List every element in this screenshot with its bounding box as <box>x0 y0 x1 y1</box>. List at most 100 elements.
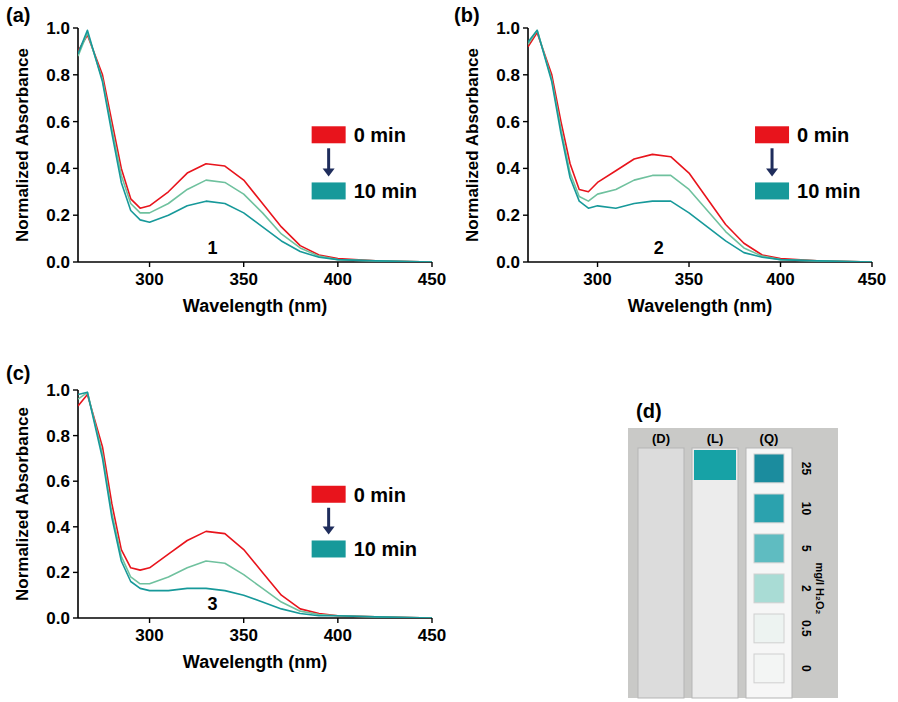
color-pad <box>754 574 784 603</box>
legend-arrow <box>327 508 330 529</box>
y-tick <box>523 121 528 122</box>
y-tick-label: 0.4 <box>496 159 520 178</box>
color-pad <box>754 654 784 683</box>
y-tick <box>523 74 528 75</box>
x-axis-title: Wavelength (nm) <box>628 296 772 316</box>
legend-arrow <box>327 148 330 170</box>
y-axis-title: Normalized Absorbance <box>13 48 32 242</box>
pad-label: 0.5 <box>799 620 813 637</box>
x-tick <box>431 262 432 267</box>
series-line <box>528 30 872 262</box>
y-tick <box>73 389 78 390</box>
x-tick <box>780 262 781 267</box>
panel-letter: (a) <box>6 4 30 26</box>
legend-arrow-head <box>766 168 778 176</box>
pad-label: 5 <box>799 545 813 552</box>
x-tick <box>431 618 432 623</box>
y-tick <box>73 481 78 482</box>
x-tick <box>149 618 150 623</box>
legend-swatch <box>312 486 346 503</box>
y-tick-label: 0.4 <box>46 518 70 537</box>
y-tick-label: 0.4 <box>46 159 70 178</box>
legend-label: 10 min <box>354 538 417 560</box>
annotation: 2 <box>654 238 664 258</box>
y-tick-label: 0.6 <box>46 113 70 132</box>
y-tick-label: 0.0 <box>46 609 70 628</box>
x-tick <box>149 262 150 267</box>
y-tick <box>73 214 78 215</box>
panel-letter: (b) <box>454 4 480 26</box>
annotation: 1 <box>208 238 218 258</box>
x-tick-label: 350 <box>230 270 258 289</box>
y-tick <box>523 214 528 215</box>
legend-arrow <box>771 148 774 170</box>
plot-area <box>528 30 872 262</box>
plot-area <box>78 30 432 262</box>
x-tick-label: 300 <box>135 270 163 289</box>
photo-panel: (d)(D)(L)(Q)251052mg/l H₂O₂0.50 <box>628 400 838 698</box>
y-axis-title: Normalized Absorbance <box>463 48 482 242</box>
legend-swatch <box>755 182 789 199</box>
series-line <box>78 392 432 618</box>
x-tick-label: 450 <box>418 626 446 645</box>
legend-label: 0 min <box>354 484 406 506</box>
x-tick-label: 400 <box>324 270 352 289</box>
y-tick-label: 0.2 <box>46 563 70 582</box>
series-line <box>78 35 432 262</box>
y-axis <box>77 28 79 262</box>
y-tick <box>73 121 78 122</box>
y-tick-label: 0.6 <box>46 472 70 491</box>
y-tick-label: 0.8 <box>496 66 520 85</box>
strip-label: (L) <box>707 431 724 446</box>
y-tick-label: 0.2 <box>46 206 70 225</box>
y-tick <box>73 617 78 618</box>
x-tick-label: 450 <box>418 270 446 289</box>
x-tick-label: 400 <box>324 626 352 645</box>
legend-arrow-head <box>323 526 335 534</box>
x-tick-label: 350 <box>675 270 703 289</box>
x-tick-label: 400 <box>766 270 794 289</box>
pad-label: 2 <box>799 585 813 592</box>
legend-arrow-head <box>323 168 335 176</box>
panel: (c)3003504004500.00.20.40.60.81.0Wavelen… <box>6 362 446 672</box>
x-tick <box>871 262 872 267</box>
color-pad <box>754 534 784 563</box>
pad-label: 25 <box>799 462 813 476</box>
y-tick <box>73 261 78 262</box>
y-tick-label: 1.0 <box>46 19 70 38</box>
color-pad <box>754 494 784 523</box>
series-line <box>78 392 432 618</box>
x-tick-label: 350 <box>230 626 258 645</box>
x-tick-label: 450 <box>858 270 886 289</box>
y-tick-label: 0.6 <box>496 113 520 132</box>
legend-swatch <box>755 126 789 143</box>
series-line <box>528 33 872 262</box>
panel: (b)3003504004500.00.20.40.60.81.0Wavelen… <box>454 4 886 316</box>
x-tick <box>243 618 244 623</box>
legend-label: 0 min <box>797 124 849 146</box>
y-tick-label: 0.8 <box>46 66 70 85</box>
panel-letter: (d) <box>636 400 662 422</box>
panel-letter: (c) <box>6 362 30 384</box>
color-pad <box>754 614 784 643</box>
photo-background <box>628 428 838 698</box>
y-axis <box>77 390 79 618</box>
y-tick <box>523 27 528 28</box>
y-tick-label: 0.2 <box>496 206 520 225</box>
y-tick <box>73 572 78 573</box>
x-tick-label: 300 <box>583 270 611 289</box>
legend-label: 0 min <box>354 124 406 146</box>
plot-area <box>78 392 432 618</box>
test-strip <box>638 448 684 698</box>
y-tick <box>73 74 78 75</box>
x-tick <box>243 262 244 267</box>
x-axis-title: Wavelength (nm) <box>183 652 327 672</box>
series-line <box>78 30 432 262</box>
y-tick-label: 0.0 <box>496 253 520 272</box>
x-tick <box>688 262 689 267</box>
y-tick <box>73 27 78 28</box>
unit-label: mg/l H₂O₂ <box>814 562 826 614</box>
legend-swatch <box>312 540 346 557</box>
series-line <box>78 33 432 262</box>
y-axis <box>527 28 529 262</box>
